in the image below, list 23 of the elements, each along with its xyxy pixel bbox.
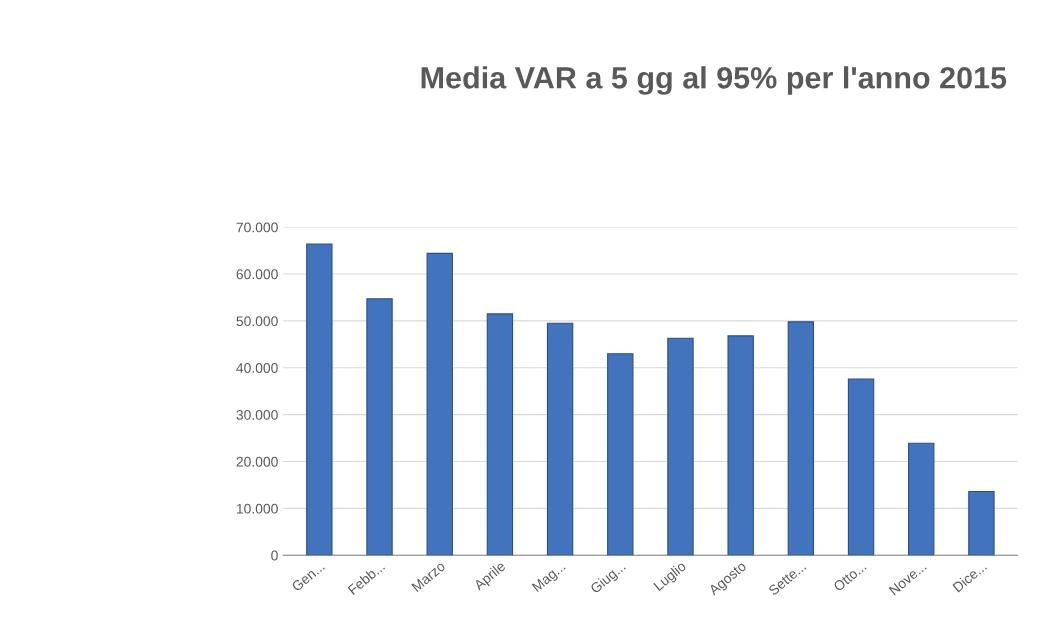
- chart-title: Media VAR a 5 gg al 95% per l'anno 2015: [421, 66, 1007, 95]
- y-tick-label: 10.000: [236, 503, 278, 514]
- y-tick-label: 40.000: [236, 363, 278, 373]
- y-tick-label: 70.000: [236, 222, 278, 233]
- bar: [847, 378, 875, 556]
- bar: [667, 337, 694, 556]
- y-tick-label: 20.000: [236, 456, 278, 467]
- bar: [727, 335, 754, 556]
- bar: [968, 490, 995, 556]
- y-tick-label: 60.000: [236, 269, 278, 280]
- bar: [306, 243, 333, 556]
- bar: [607, 353, 634, 556]
- bar: [486, 313, 514, 556]
- bar: [426, 252, 453, 556]
- bar: [787, 321, 815, 556]
- x-tick-label: Gen...: [291, 561, 325, 592]
- bar: [908, 442, 935, 556]
- y-tick-label: 30.000: [236, 409, 278, 420]
- bar: [366, 298, 393, 556]
- y-tick-label: 0: [271, 550, 278, 561]
- y-tick-label: 50.000: [236, 316, 278, 327]
- x-tick-label: Otto...: [832, 561, 867, 592]
- bar: [546, 322, 574, 556]
